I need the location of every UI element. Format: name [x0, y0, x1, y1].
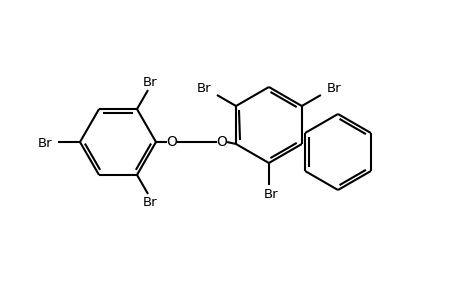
Text: Br: Br	[142, 76, 157, 88]
Text: O: O	[166, 135, 177, 149]
Text: Br: Br	[196, 82, 211, 94]
Text: O: O	[216, 135, 227, 149]
Text: Br: Br	[263, 188, 278, 200]
Text: Br: Br	[326, 82, 341, 94]
Text: Br: Br	[142, 196, 157, 209]
Text: Br: Br	[38, 136, 52, 149]
